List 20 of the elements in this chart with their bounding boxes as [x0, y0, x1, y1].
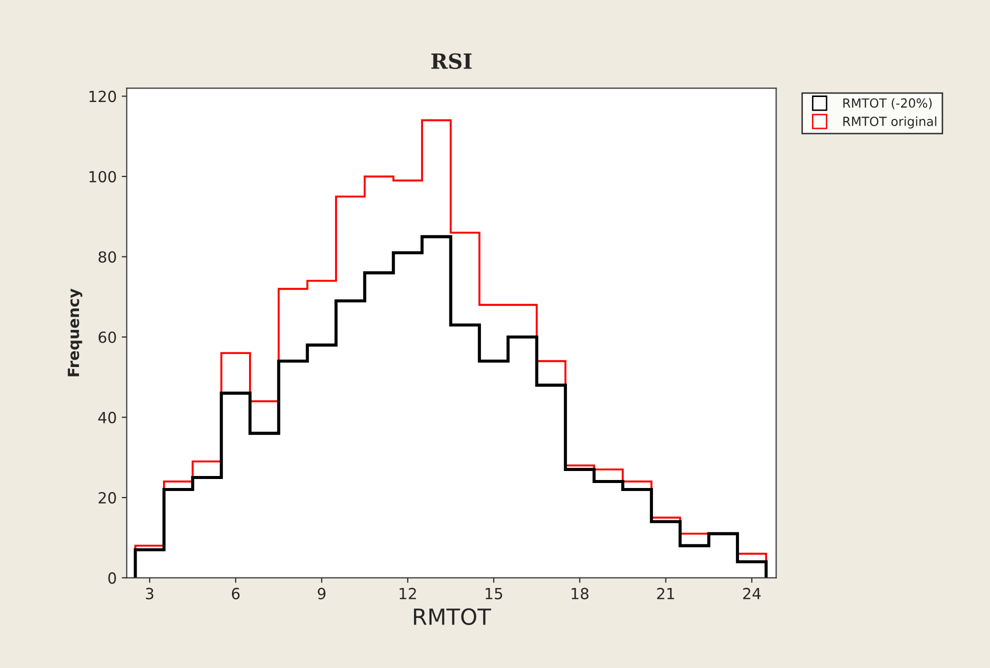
x-tick-label: 15 — [486, 588, 502, 600]
y-tick-label: 100 — [90, 170, 116, 182]
y-tick-label: 80 — [98, 251, 116, 263]
chart-title: RSI — [431, 53, 472, 70]
x-tick-label: 6 — [232, 588, 240, 600]
x-tick-label: 24 — [743, 588, 761, 600]
legend-label: RMTOT original — [843, 116, 936, 129]
x-axis-title: RMTOT — [414, 608, 492, 626]
y-tick-label: 120 — [90, 90, 116, 102]
y-axis-title: Frequency — [68, 288, 82, 376]
x-tick-label: 9 — [318, 588, 326, 600]
x-tick-label: 3 — [146, 588, 154, 600]
y-tick-label: 40 — [98, 412, 116, 424]
y-tick-label: 60 — [98, 331, 116, 344]
y-tick-label: 0 — [108, 572, 116, 584]
x-tick-label: 18 — [572, 588, 588, 600]
x-tick-label: 21 — [657, 588, 674, 600]
y-tick-label: 20 — [98, 492, 116, 504]
x-tick-label: 12 — [400, 588, 416, 600]
legend-label: RMTOT (-20%) — [843, 98, 932, 110]
